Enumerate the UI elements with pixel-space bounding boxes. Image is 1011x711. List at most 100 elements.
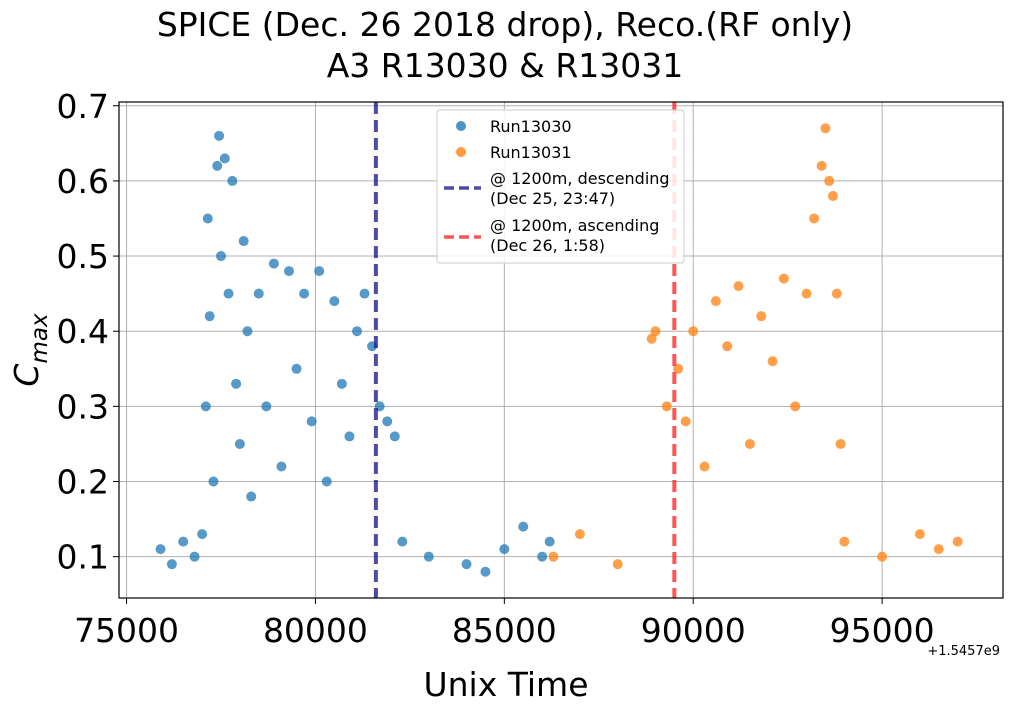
data-point — [397, 536, 408, 547]
data-point — [227, 175, 238, 186]
x-axis-ticks: 75000 80000 85000 90000 95000 — [74, 598, 935, 650]
data-point — [722, 341, 733, 352]
data-point — [480, 566, 491, 577]
data-point — [276, 461, 287, 472]
data-point — [178, 536, 189, 547]
x-tick-label: 75000 — [74, 611, 179, 650]
data-point — [189, 551, 200, 562]
x-tick-label: 95000 — [830, 611, 935, 650]
data-point — [216, 251, 226, 262]
data-point — [268, 258, 279, 269]
y-tick-label: 0.4 — [57, 312, 109, 351]
legend-label-ascending-1: @ 1200m, ascending — [490, 216, 659, 235]
data-point — [744, 438, 755, 449]
axes-frame — [118, 101, 1004, 599]
data-point — [650, 326, 661, 337]
legend-marker-run13030 — [456, 121, 466, 131]
data-point — [574, 529, 585, 540]
data-point — [336, 378, 347, 389]
data-point — [680, 416, 691, 427]
data-point — [816, 160, 827, 171]
data-point — [389, 431, 400, 442]
y-tick-label: 0.3 — [57, 387, 109, 426]
data-point — [688, 326, 699, 337]
legend-item-descending: @ 1200m, descending (Dec 25, 23:47) — [444, 169, 670, 208]
data-point — [352, 326, 362, 337]
legend-item-ascending: @ 1200m, ascending (Dec 26, 1:58) — [444, 216, 659, 255]
data-point — [299, 288, 310, 299]
y-axis-ticks: 0.1 0.2 0.3 0.4 0.5 0.6 0.7 — [57, 87, 119, 577]
data-point — [329, 296, 340, 307]
series-layer — [155, 123, 963, 577]
x-tick-label: 85000 — [452, 611, 557, 650]
data-point — [291, 363, 302, 374]
data-point — [197, 529, 208, 540]
data-point — [710, 296, 721, 307]
data-point — [877, 551, 888, 562]
legend-marker-run13031 — [456, 147, 466, 157]
data-point — [284, 266, 294, 277]
y-tick-label: 0.2 — [57, 463, 109, 502]
x-tick-label: 80000 — [263, 611, 368, 650]
data-point — [234, 438, 245, 449]
data-point — [544, 536, 555, 547]
data-point — [261, 401, 272, 412]
series-run13031 — [548, 123, 963, 570]
data-point — [253, 288, 264, 299]
title-line-1: SPICE (Dec. 26 2018 drop), Reco.(RF only… — [157, 5, 853, 44]
data-point — [204, 311, 215, 322]
data-point — [835, 438, 846, 449]
y-tick-label: 0.5 — [57, 237, 109, 276]
data-point — [423, 551, 434, 562]
data-point — [756, 311, 767, 322]
data-point — [767, 356, 778, 367]
data-point — [952, 536, 963, 547]
data-point — [223, 288, 234, 299]
data-point — [166, 559, 177, 570]
data-point — [548, 551, 559, 562]
y-tick-label: 0.7 — [57, 87, 109, 126]
y-tick-label: 0.1 — [57, 538, 109, 577]
title-line-2: A3 R13030 & R13031 — [327, 46, 684, 85]
legend-box — [436, 109, 685, 264]
data-point — [820, 123, 831, 134]
legend: Run13030 Run13031 @ 1200m, descending (D… — [436, 109, 685, 264]
data-point — [321, 476, 332, 487]
data-point — [518, 521, 529, 532]
data-point — [200, 401, 211, 412]
data-point — [246, 491, 257, 502]
legend-label-run13030: Run13030 — [490, 117, 572, 136]
x-axis-label: Unix Time — [423, 665, 588, 704]
data-point — [306, 416, 317, 427]
data-point — [790, 401, 801, 412]
data-point — [344, 431, 355, 442]
data-point — [673, 363, 684, 374]
svg-text:Cmax: Cmax — [7, 313, 53, 387]
legend-label-ascending-2: (Dec 26, 1:58) — [490, 236, 605, 255]
data-point — [238, 236, 249, 247]
data-point — [646, 333, 657, 344]
y-axis-label-subscript: max — [27, 313, 53, 363]
data-point — [359, 288, 370, 299]
data-point — [499, 544, 510, 555]
data-point — [824, 175, 835, 186]
data-point — [202, 213, 213, 224]
legend-item-run13031: Run13031 — [456, 143, 572, 162]
chart-title: SPICE (Dec. 26 2018 drop), Reco.(RF only… — [157, 5, 853, 85]
x-tick-label: 90000 — [641, 611, 746, 650]
legend-label-descending-1: @ 1200m, descending — [490, 169, 670, 188]
data-point — [733, 281, 744, 292]
data-point — [231, 378, 242, 389]
data-point — [155, 544, 166, 555]
data-point — [382, 416, 393, 427]
data-point — [214, 130, 225, 141]
legend-item-run13030: Run13030 — [456, 117, 572, 136]
y-axis-label: Cmax — [7, 313, 53, 387]
data-point — [661, 401, 672, 412]
x-axis-offset-label: +1.5457e9 — [927, 644, 1000, 659]
data-point — [242, 326, 253, 337]
data-point — [314, 266, 325, 277]
data-point — [212, 160, 223, 171]
data-point — [914, 529, 925, 540]
